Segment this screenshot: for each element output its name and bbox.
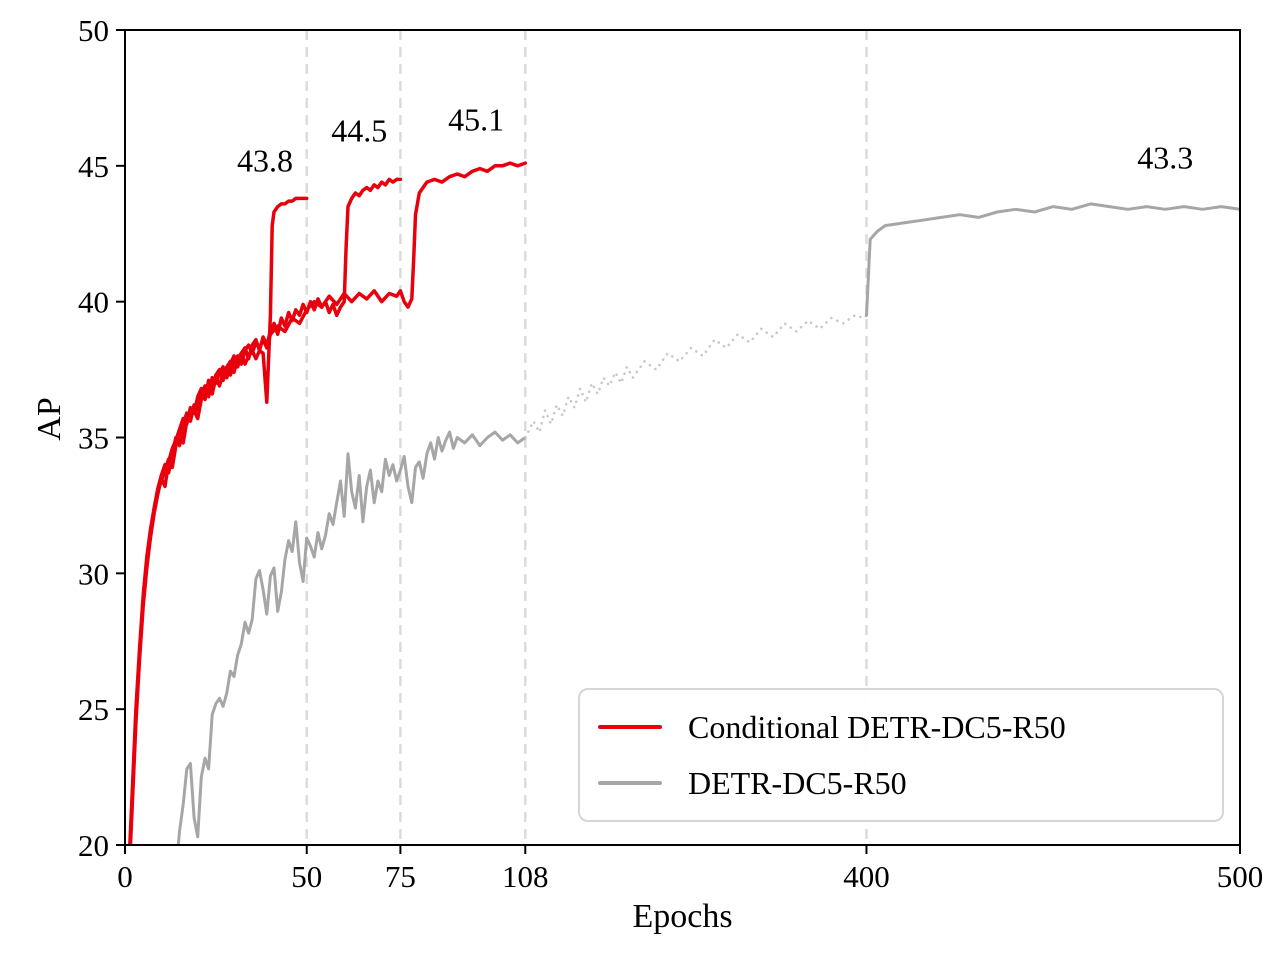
x-tick-label: 75 [385,859,416,894]
legend-label: Conditional DETR-DC5-R50 [688,708,1066,745]
series-line [523,313,868,439]
legend-line-sample [598,725,662,729]
y-tick-label: 20 [78,828,109,863]
y-tick-label: 35 [78,421,109,456]
x-tick-label: 108 [502,859,549,894]
x-tick-label: 50 [291,859,322,894]
y-tick-label: 30 [78,556,109,591]
legend-entry: DETR-DC5-R50 [598,758,1202,808]
series-line [128,196,309,845]
series-line [128,177,403,845]
y-tick-label: 25 [78,692,109,727]
value-annotation: 43.8 [237,142,293,178]
value-annotation: 43.3 [1137,140,1193,176]
value-annotation: 44.5 [331,112,387,148]
x-tick-label: 500 [1217,859,1264,894]
legend-entry: Conditional DETR-DC5-R50 [598,702,1202,752]
legend: Conditional DETR-DC5-R50 DETR-DC5-R50 [578,688,1224,822]
y-tick-label: 45 [78,149,109,184]
x-tick-label: 0 [117,859,133,894]
series-group [128,161,1240,845]
ticks: 0 50 75 108 400 500 20 25 30 35 40 45 50 [78,13,1263,894]
y-axis-label: AP [31,397,68,441]
y-tick-label: 40 [78,285,109,320]
legend-line-sample [598,781,662,785]
series-line [865,202,1240,317]
y-tick-label: 50 [78,13,109,48]
x-tick-label: 400 [843,859,890,894]
x-axis-label: Epochs [632,898,733,935]
series-line [176,430,527,845]
legend-label: DETR-DC5-R50 [688,764,907,801]
value-annotation: 45.1 [448,102,504,138]
series-line [128,161,528,845]
